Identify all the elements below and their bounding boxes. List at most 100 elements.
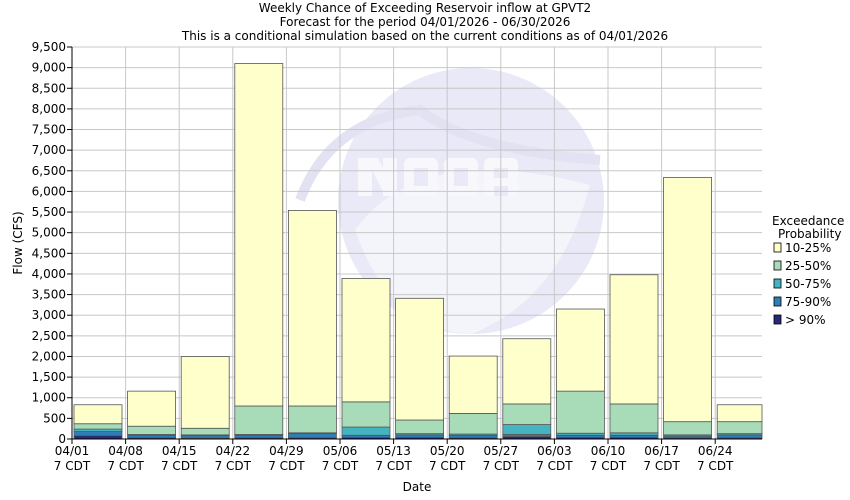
x-tick-label-time: 7 CDT <box>375 459 412 473</box>
x-tick-label-time: 7 CDT <box>215 459 252 473</box>
bar-segment <box>609 403 659 434</box>
bar-segment <box>341 426 391 436</box>
bar-segment <box>448 355 498 414</box>
x-tick-label-time: 7 CDT <box>54 459 91 473</box>
y-tick-label: 3,000 <box>32 308 66 322</box>
bar-segment <box>716 421 763 435</box>
noaa-watermark-icon <box>295 68 604 334</box>
bar-segment <box>395 297 445 421</box>
bar-segment <box>127 390 176 427</box>
legend-label: > 90% <box>785 313 826 327</box>
y-tick-label: 4,500 <box>32 246 66 260</box>
y-tick-labels: 0 500 1,000 1,500 2,000 2,500 3,000 3,500 4,000 4… <box>32 40 66 446</box>
bar-segment <box>716 434 763 439</box>
x-tick-label-time: 7 CDT <box>643 459 680 473</box>
y-tick-label: 2,000 <box>32 349 66 363</box>
x-tick-label-time: 7 CDT <box>161 459 198 473</box>
legend-label: 75-90% <box>785 295 831 309</box>
bar-segment <box>234 405 284 435</box>
y-tick-label: 8,000 <box>32 102 66 116</box>
bar-stack <box>180 356 230 440</box>
legend-label: 10-25% <box>785 241 831 255</box>
bar-segment <box>287 210 337 407</box>
legend-swatch <box>773 314 782 325</box>
x-tick-label-date: 06/17 <box>644 444 679 458</box>
y-tick-label: 5,500 <box>32 205 66 219</box>
bar-segment <box>341 278 391 403</box>
y-tick-label: 1,500 <box>32 370 66 384</box>
bar-stack <box>609 274 659 440</box>
x-tick-label-date: 05/20 <box>430 444 465 458</box>
legend-label: 50-75% <box>785 277 831 291</box>
y-tick-label: 2,500 <box>32 329 66 343</box>
x-tick-label-date: 06/24 <box>698 444 733 458</box>
y-tick-label: 4,000 <box>32 267 66 281</box>
bar-segment <box>502 403 552 425</box>
bar-segment <box>73 404 123 425</box>
x-tick-label-date: 04/08 <box>108 444 143 458</box>
y-tick-label: 0 <box>58 432 66 446</box>
legend-title-2: Probability <box>778 227 841 241</box>
x-tick-label-date: 04/22 <box>216 444 251 458</box>
legend-swatch <box>773 296 782 307</box>
bar-segment <box>448 413 498 435</box>
x-tick-label-date: 04/29 <box>269 444 304 458</box>
bars <box>73 63 763 440</box>
legend-swatch <box>773 260 782 271</box>
bar-segment <box>287 405 337 434</box>
y-tick-label: 500 <box>43 411 66 425</box>
y-tick-label: 8,500 <box>32 81 66 95</box>
x-tick-label-time: 7 CDT <box>536 459 573 473</box>
bar-stack <box>448 355 498 440</box>
bar-stack <box>502 338 552 440</box>
x-tick-label-time: 7 CDT <box>697 459 734 473</box>
chart-subtitle: Forecast for the period 04/01/2026 - 06/… <box>280 15 571 29</box>
bar-segment <box>395 419 445 435</box>
x-tick-label-date: 05/13 <box>376 444 411 458</box>
x-tick-label-date: 06/03 <box>537 444 572 458</box>
x-tick-label-time: 7 CDT <box>268 459 305 473</box>
bar-segment <box>663 421 712 436</box>
bar-segment <box>73 431 123 437</box>
bar-segment <box>287 433 337 439</box>
axes <box>71 47 762 440</box>
x-tick-label-date: 05/27 <box>484 444 519 458</box>
x-tick-label-time: 7 CDT <box>429 459 466 473</box>
y-tick-label: 6,000 <box>32 184 66 198</box>
x-tick-label-date: 04/15 <box>162 444 197 458</box>
x-tick-label-date: 04/01 <box>55 444 90 458</box>
bar-stack <box>341 278 391 440</box>
bar-segment <box>234 63 284 407</box>
bar-segment <box>127 425 176 435</box>
y-tick-label: 3,500 <box>32 288 66 302</box>
legend-swatch <box>773 242 782 253</box>
x-tick-label-time: 7 CDT <box>483 459 520 473</box>
y-tick-label: 5,000 <box>32 226 66 240</box>
bar-stack <box>716 404 763 440</box>
bar-stack <box>73 404 123 440</box>
chart-subtitle-2: This is a conditional simulation based o… <box>181 29 668 43</box>
y-tick-label: 6,500 <box>32 164 66 178</box>
bar-segment <box>180 356 230 429</box>
x-tick-label-date: 06/10 <box>591 444 626 458</box>
y-axis-label: Flow (CFS) <box>11 211 25 274</box>
y-tick-label: 9,000 <box>32 61 66 75</box>
bar-segment <box>341 401 391 428</box>
y-tick-label: 1,000 <box>32 391 66 405</box>
legend-label: 25-50% <box>785 259 831 273</box>
bar-stack <box>663 176 712 440</box>
y-tick-label: 7,000 <box>32 143 66 157</box>
bar-segment <box>556 390 605 434</box>
bar-segment <box>556 308 605 392</box>
bar-segment <box>609 274 659 405</box>
bar-stack <box>234 63 284 440</box>
x-axis-label: Date <box>403 480 432 494</box>
chart-title: Weekly Chance of Exceeding Reservoir inf… <box>259 1 591 15</box>
bar-stack <box>127 390 176 440</box>
y-tick-label: 9,500 <box>32 40 66 54</box>
bar-stack <box>287 210 337 440</box>
x-tick-label-time: 7 CDT <box>107 459 144 473</box>
